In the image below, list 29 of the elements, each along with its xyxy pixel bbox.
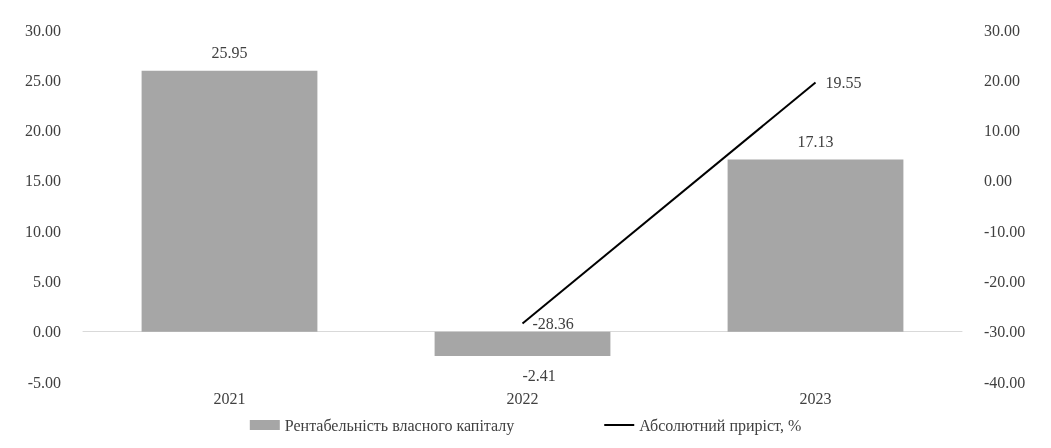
- y2-tick-label: 20.00: [984, 71, 1020, 89]
- y-tick-label: 10.00: [25, 222, 61, 240]
- x-tick-label: 2021: [213, 389, 246, 407]
- data-label: -28.36: [532, 314, 574, 332]
- y-tick-label: 20.00: [25, 122, 61, 140]
- y-tick-label: 30.00: [25, 21, 61, 39]
- y2-tick-label: -20.00: [984, 272, 1026, 290]
- data-label: 19.55: [825, 74, 862, 92]
- y-tick-label: 0.00: [33, 323, 61, 341]
- bar: [727, 159, 904, 332]
- y2-tick-label: -40.00: [984, 373, 1026, 391]
- bar: [434, 331, 611, 356]
- y2-tick-label: 30.00: [984, 21, 1020, 39]
- y2-tick-label: -10.00: [984, 222, 1026, 240]
- data-label: 17.13: [797, 132, 834, 150]
- y2-tick-label: 10.00: [984, 122, 1020, 140]
- y-tick-label: 15.00: [25, 172, 61, 190]
- bar: [141, 70, 318, 332]
- legend-label: Рентабельність власного капіталу: [284, 416, 515, 435]
- data-label: 25.95: [211, 44, 248, 62]
- legend-label: Абсолютний приріст, %: [639, 416, 802, 435]
- y2-tick-label: 0.00: [984, 172, 1012, 190]
- y2-tick-label: -30.00: [984, 323, 1026, 341]
- y-tick-label: -5.00: [27, 373, 61, 391]
- x-tick-label: 2022: [506, 389, 539, 407]
- y-tick-label: 25.00: [25, 71, 61, 89]
- x-tick-label: 2023: [799, 389, 832, 407]
- y-tick-label: 5.00: [33, 272, 61, 290]
- data-label: -2.41: [522, 367, 556, 385]
